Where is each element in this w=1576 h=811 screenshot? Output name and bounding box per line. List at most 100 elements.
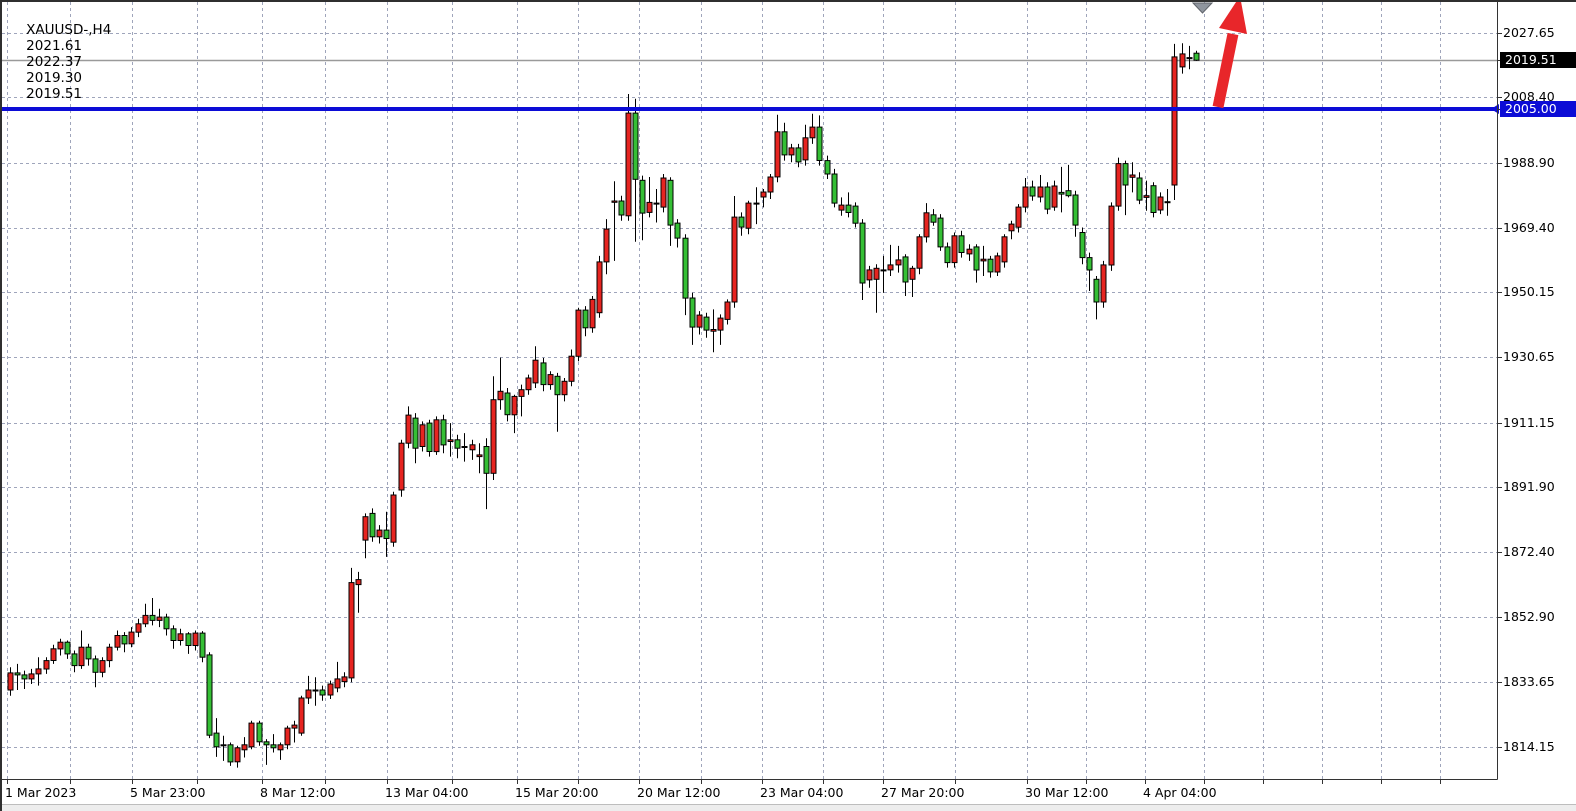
candle	[767, 174, 774, 199]
price-axis-label: 1833.65	[1503, 673, 1555, 689]
candle	[177, 628, 184, 646]
candle	[1086, 252, 1093, 291]
candle	[43, 657, 50, 674]
candle	[987, 255, 994, 278]
candle	[341, 672, 348, 688]
candle	[845, 192, 852, 218]
candle	[873, 264, 880, 313]
candle	[369, 508, 376, 542]
candle	[625, 94, 632, 221]
candle	[170, 625, 177, 649]
candle	[525, 374, 532, 395]
candle	[461, 433, 468, 462]
ohlc-high: 2022.37	[26, 54, 82, 70]
candle	[1186, 45, 1193, 70]
up-arrow-annotation[interactable]	[1212, 0, 1247, 109]
price-axis-label: 2008.40	[1503, 89, 1555, 105]
candle	[639, 175, 646, 241]
candle	[909, 265, 916, 297]
candle	[838, 197, 845, 216]
time-axis-label: 23 Mar 04:00	[760, 785, 844, 800]
candle	[319, 685, 326, 701]
candle	[561, 378, 568, 402]
candle	[760, 189, 767, 208]
candle	[35, 657, 42, 686]
candle	[1051, 180, 1058, 211]
price-axis-label: 1814.15	[1503, 739, 1555, 754]
candle	[596, 255, 603, 318]
candle	[220, 735, 227, 761]
candle	[958, 230, 965, 258]
candle	[312, 677, 319, 706]
candle	[28, 668, 35, 684]
candle	[263, 739, 270, 765]
horizontal-line-2005[interactable]	[2, 107, 1497, 111]
candle	[1143, 180, 1150, 211]
candle	[703, 312, 710, 338]
candle	[305, 675, 312, 704]
candle	[50, 644, 57, 664]
candle	[1108, 202, 1115, 271]
chart-shift-marker-icon[interactable]	[1191, 2, 1214, 14]
candle	[1008, 220, 1015, 240]
ohlc-close: 2019.51	[26, 86, 82, 102]
candle	[234, 745, 241, 768]
candle	[1164, 189, 1171, 216]
candle	[348, 567, 355, 683]
window-border-top	[0, 0, 1576, 2]
candle	[14, 663, 21, 690]
price-axis-label: 2027.65	[1503, 25, 1555, 40]
time-axis-label: 30 Mar 12:00	[1025, 785, 1109, 800]
candle	[185, 632, 192, 654]
price-axis-label: 1930.65	[1503, 349, 1555, 365]
time-axis-label: 13 Mar 04:00	[385, 785, 469, 800]
candle	[795, 143, 802, 168]
candle	[980, 245, 987, 276]
ohlc-low: 2019.30	[26, 70, 82, 86]
candle	[57, 638, 64, 656]
candle	[689, 292, 696, 345]
candle	[390, 491, 397, 547]
candle	[383, 511, 390, 557]
candle	[21, 670, 28, 689]
candle	[831, 168, 838, 208]
candle	[731, 196, 738, 308]
candle	[973, 244, 980, 283]
candle	[1079, 227, 1086, 265]
candle	[824, 155, 831, 179]
candle	[1029, 180, 1036, 201]
chart-title: XAUUSD-,H4 2021.61 2022.37 2019.30 2019.…	[9, 6, 125, 118]
candle	[1193, 50, 1200, 61]
candle	[674, 219, 681, 248]
price-axis-label: 1852.90	[1503, 609, 1555, 625]
price-axis-label: 1911.15	[1503, 414, 1555, 430]
time-axis-label: 27 Mar 20:00	[881, 785, 965, 800]
candle	[859, 219, 866, 300]
window-bottom-edge	[0, 804, 1576, 811]
candle	[1001, 234, 1008, 268]
candle	[284, 725, 291, 750]
candle	[589, 296, 596, 333]
candle	[504, 388, 511, 422]
candle	[724, 299, 731, 325]
candle	[248, 720, 255, 750]
candle	[781, 122, 788, 161]
candle	[270, 734, 277, 753]
candle	[682, 234, 689, 316]
candle	[412, 413, 419, 464]
candle	[660, 174, 667, 213]
candle	[1171, 43, 1178, 200]
candle	[121, 632, 128, 653]
candle	[554, 372, 561, 432]
candle	[632, 98, 639, 242]
candle	[937, 214, 944, 251]
candle	[206, 652, 213, 739]
candle	[106, 643, 113, 668]
candle	[866, 265, 873, 288]
candle	[156, 608, 163, 628]
candle	[1122, 160, 1129, 216]
candle	[490, 376, 497, 480]
time-axis-label: 4 Apr 04:00	[1143, 785, 1217, 800]
candle	[426, 419, 433, 457]
